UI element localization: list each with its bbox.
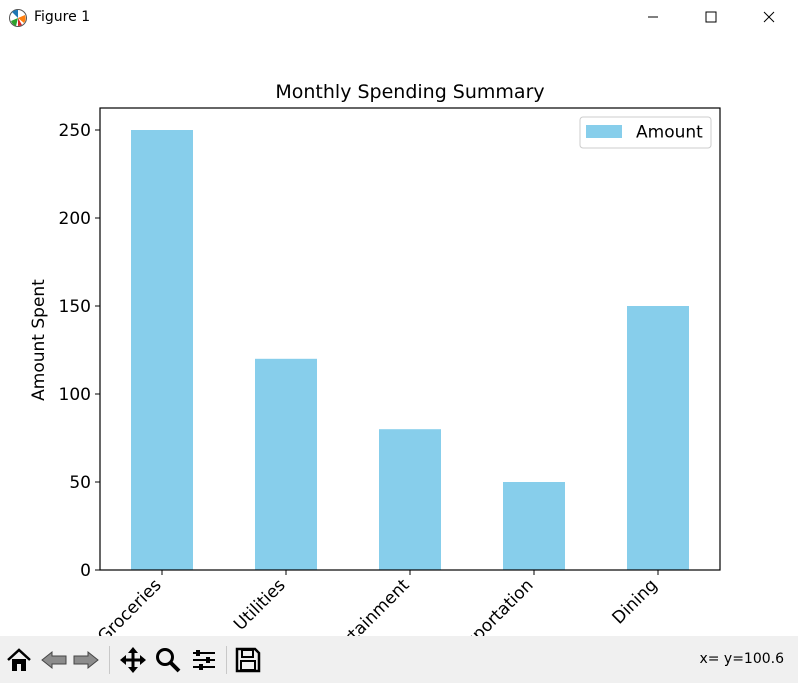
toolbar-separator (109, 646, 110, 674)
x-tick-label: Entertainment (313, 575, 414, 636)
close-icon (763, 11, 775, 23)
x-tick-label: Utilities (230, 575, 289, 634)
y-tick-label: 200 (59, 209, 91, 229)
legend: Amount (579, 116, 712, 149)
save-icon (235, 647, 261, 673)
y-tick-label: 150 (59, 297, 91, 317)
forward-icon (73, 650, 99, 670)
bar-groceries (131, 130, 193, 570)
chart-title: Monthly Spending Summary (275, 81, 544, 103)
maximize-button[interactable] (688, 0, 734, 34)
y-axis-label: Amount Spent (29, 279, 49, 401)
y-tick-label: 0 (80, 561, 91, 581)
toolbar-separator (226, 646, 227, 674)
configure-subplots-button[interactable] (188, 644, 220, 676)
forward-button[interactable] (70, 644, 102, 676)
legend-swatch (586, 125, 622, 138)
x-axis-ticks: Groceries Utilities Entertainment Transport… (94, 570, 662, 636)
legend-label: Amount (636, 123, 703, 143)
pan-button[interactable] (117, 644, 149, 676)
maximize-icon (705, 11, 717, 23)
home-button[interactable] (3, 644, 35, 676)
minimize-icon (648, 16, 658, 18)
x-tick-label: Dining (609, 575, 662, 628)
cursor-coordinates: x= y=100.6 (699, 651, 784, 667)
window-title: Figure 1 (34, 9, 91, 25)
zoom-icon (156, 648, 181, 673)
configure-subplots-icon (193, 650, 215, 670)
bar-chart: Monthly Spending Summary Amount Spent 0 5… (29, 81, 721, 636)
back-icon (41, 650, 67, 670)
minimize-button[interactable] (630, 0, 676, 34)
y-tick-label: 250 (59, 121, 91, 141)
bars-group (131, 130, 689, 570)
y-tick-label: 100 (59, 385, 91, 405)
pan-icon (120, 647, 146, 673)
matplotlib-app-icon (8, 8, 28, 28)
bar-utilities (255, 358, 317, 570)
home-icon (7, 648, 31, 671)
y-tick-label: 50 (69, 473, 91, 493)
bar-entertainment (379, 429, 441, 570)
bar-dining (627, 306, 689, 570)
back-button[interactable] (38, 644, 70, 676)
window-titlebar: Figure 1 (0, 0, 798, 36)
x-tick-label: Transportation (436, 575, 538, 636)
x-tick-label: Groceries (94, 575, 166, 636)
zoom-button[interactable] (152, 644, 184, 676)
figure-canvas[interactable]: Monthly Spending Summary Amount Spent 0 5… (0, 36, 798, 636)
legend-box (579, 116, 712, 149)
plot-frame (99, 107, 721, 571)
bar-transportation (503, 482, 565, 570)
y-axis-ticks: 0 50 100 150 200 250 (59, 121, 100, 581)
close-button[interactable] (746, 0, 792, 34)
save-button[interactable] (232, 644, 264, 676)
navigation-toolbar: x= y=100.6 (0, 636, 798, 683)
